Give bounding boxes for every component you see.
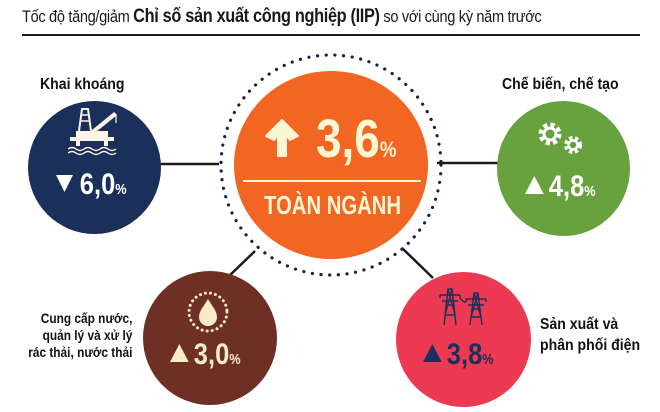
arrow-up-icon — [265, 119, 299, 157]
triangle-up-icon — [423, 344, 442, 362]
title-divider — [22, 34, 640, 36]
sector-label-manufacturing: Chế biến, chế tạo — [502, 76, 619, 93]
oil-rig-icon — [67, 108, 118, 156]
sector-value-electricity: 3,8% — [423, 338, 494, 372]
gears-icon — [538, 122, 582, 154]
sector-circle-mining — [28, 101, 161, 234]
sector-circle-manufacturing — [497, 101, 630, 236]
sector-value-water: 3,0% — [170, 338, 241, 372]
title-part-1: Tốc độ tăng/giảm — [22, 7, 134, 26]
power-tower-icon — [439, 288, 487, 326]
triangle-down-icon — [56, 175, 73, 192]
dotted-ring — [219, 53, 443, 277]
page-title: Tốc độ tăng/giảm Chỉ số sản xuất công ng… — [22, 6, 542, 28]
sector-value-manufacturing: 4,8% — [525, 170, 596, 204]
title-part-3: so với cùng kỳ năm trước — [379, 7, 542, 26]
center-value: 3,6% — [316, 109, 397, 169]
center-label: TOÀN NGÀNH — [264, 190, 402, 220]
water-drop-icon — [187, 291, 229, 333]
sector-label-mining: Khai khoáng — [40, 76, 125, 93]
triangle-up-icon — [525, 176, 544, 194]
center-circle-total — [234, 71, 428, 259]
triangle-up-icon — [170, 344, 189, 362]
sector-label-electricity: Sản xuất và phân phối điện — [540, 316, 641, 354]
sector-value-mining: 6,0% — [56, 168, 127, 202]
sector-label-water: Cung cấp nước, quản lý và xử lý rác thải… — [27, 311, 132, 360]
title-part-2: Chỉ số sản xuất công nghiệp (IIP) — [133, 6, 380, 27]
center-divider — [243, 180, 421, 182]
sector-circle-electricity — [396, 272, 531, 407]
